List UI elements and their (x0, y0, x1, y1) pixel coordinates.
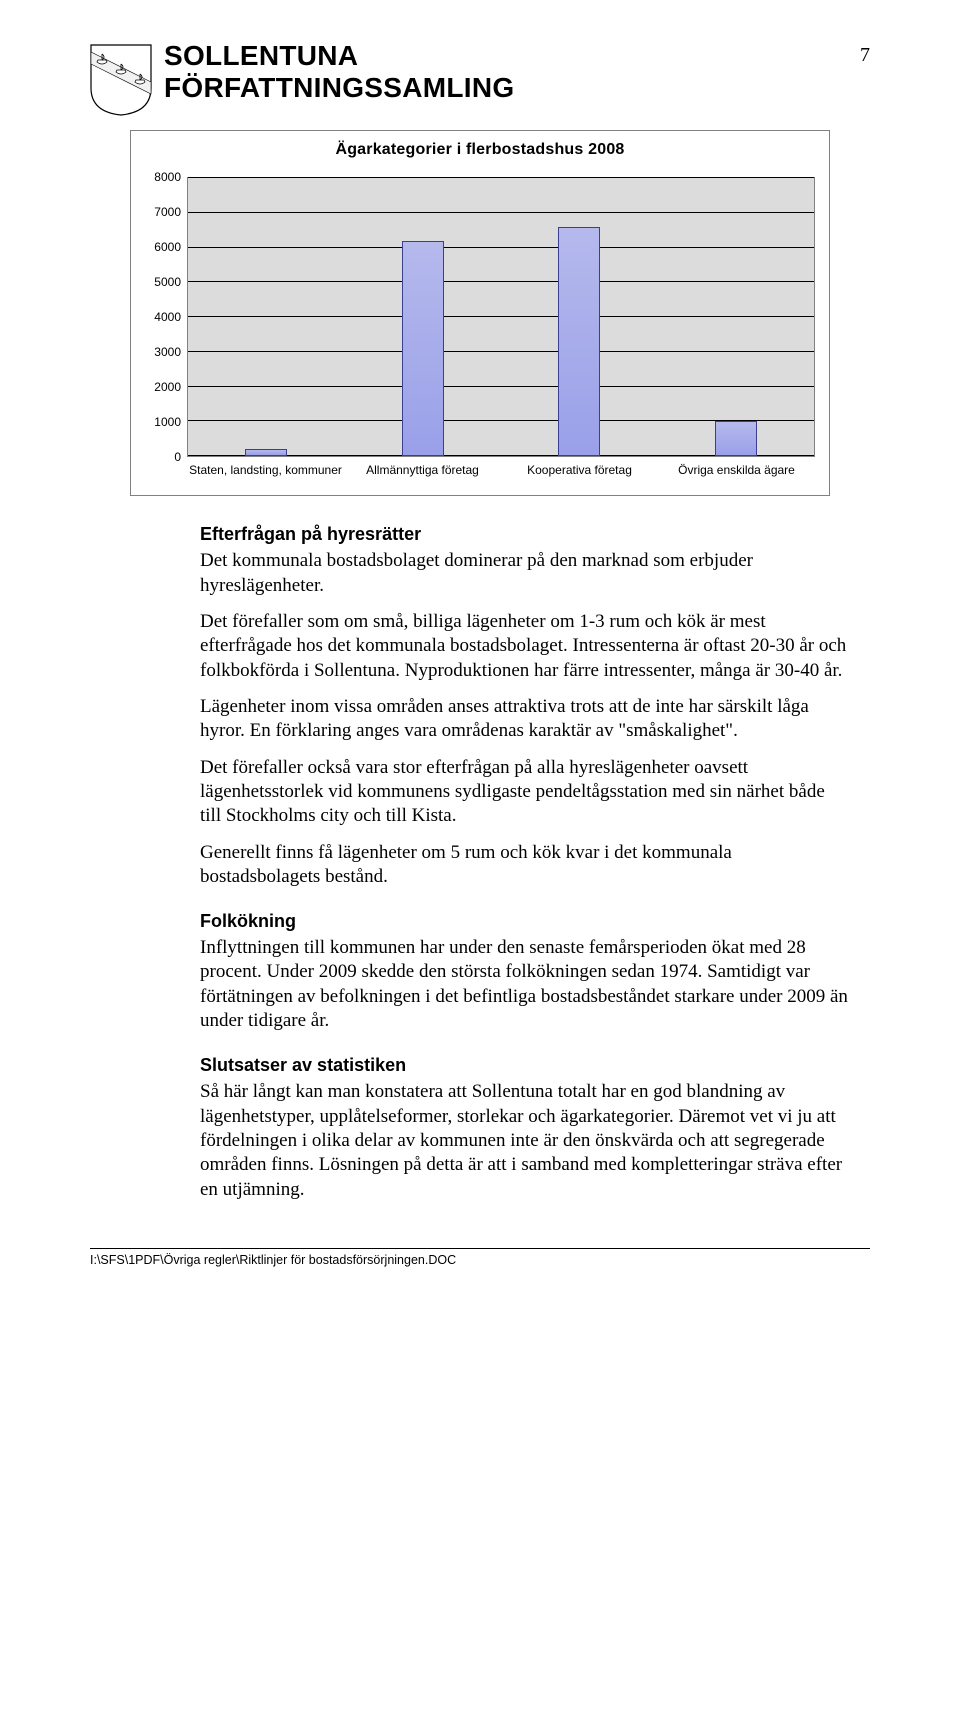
y-tick-label: 7000 (154, 205, 181, 219)
y-tick-label: 0 (174, 450, 181, 464)
section-heading: Slutsatser av statistiken (200, 1055, 850, 1076)
y-tick-label: 2000 (154, 380, 181, 394)
owner-categories-chart: Ägarkategorier i flerbostadshus 2008 0 10… (130, 130, 830, 496)
bar-slot (658, 178, 815, 456)
chart-y-axis: 010002000300040005000600070008000 (145, 177, 187, 457)
footer-path: I:\SFS\1PDF\Övriga regler\Riktlinjer för… (90, 1248, 870, 1267)
page-header: SOLLENTUNA FÖRFATTNINGSSAMLING 7 (90, 40, 870, 116)
chart-bar (715, 421, 757, 456)
body-paragraph: Generellt finns få lägenheter om 5 rum o… (200, 841, 850, 890)
body-paragraph: Det förefaller också vara stor efterfråg… (200, 756, 850, 829)
body-paragraph: Inflyttningen till kommunen har under de… (200, 936, 850, 1033)
body-paragraph: Lägenheter inom vissa områden anses attr… (200, 695, 850, 744)
y-tick-label: 6000 (154, 240, 181, 254)
y-tick-label: 1000 (154, 415, 181, 429)
org-line2: FÖRFATTNINGSSAMLING (164, 72, 515, 103)
y-tick-label: 8000 (154, 170, 181, 184)
section-heading: Efterfrågan på hyresrätter (200, 524, 850, 545)
x-tick-label: Staten, landsting, kommuner (187, 463, 344, 477)
bar-slot (501, 178, 658, 456)
org-line1: SOLLENTUNA (164, 40, 358, 71)
x-tick-label: Kooperativa företag (501, 463, 658, 477)
y-tick-label: 5000 (154, 275, 181, 289)
chart-title: Ägarkategorier i flerbostadshus 2008 (145, 141, 815, 159)
body-paragraph: Det förefaller som om små, billiga lägen… (200, 610, 850, 683)
chart-bar (245, 449, 287, 456)
municipal-crest-icon (90, 44, 152, 116)
x-tick-label: Allmännyttiga företag (344, 463, 501, 477)
page-number: 7 (860, 40, 870, 67)
chart-bar (402, 241, 444, 456)
chart-bars (188, 178, 814, 456)
document-body: Efterfrågan på hyresrätter Det kommunala … (200, 524, 850, 1202)
chart-x-axis: Staten, landsting, kommunerAllmännyttiga… (187, 463, 815, 477)
chart-bar (558, 227, 600, 456)
chart-plot: 010002000300040005000600070008000 (145, 177, 815, 457)
bar-slot (345, 178, 502, 456)
org-title: SOLLENTUNA FÖRFATTNINGSSAMLING (164, 40, 860, 104)
section-heading: Folkökning (200, 911, 850, 932)
body-paragraph: Så här långt kan man konstatera att Soll… (200, 1080, 850, 1202)
body-paragraph: Det kommunala bostadsbolaget dominerar p… (200, 549, 850, 598)
y-tick-label: 3000 (154, 345, 181, 359)
x-tick-label: Övriga enskilda ägare (658, 463, 815, 477)
y-tick-label: 4000 (154, 310, 181, 324)
chart-plot-area (187, 177, 815, 457)
bar-slot (188, 178, 345, 456)
